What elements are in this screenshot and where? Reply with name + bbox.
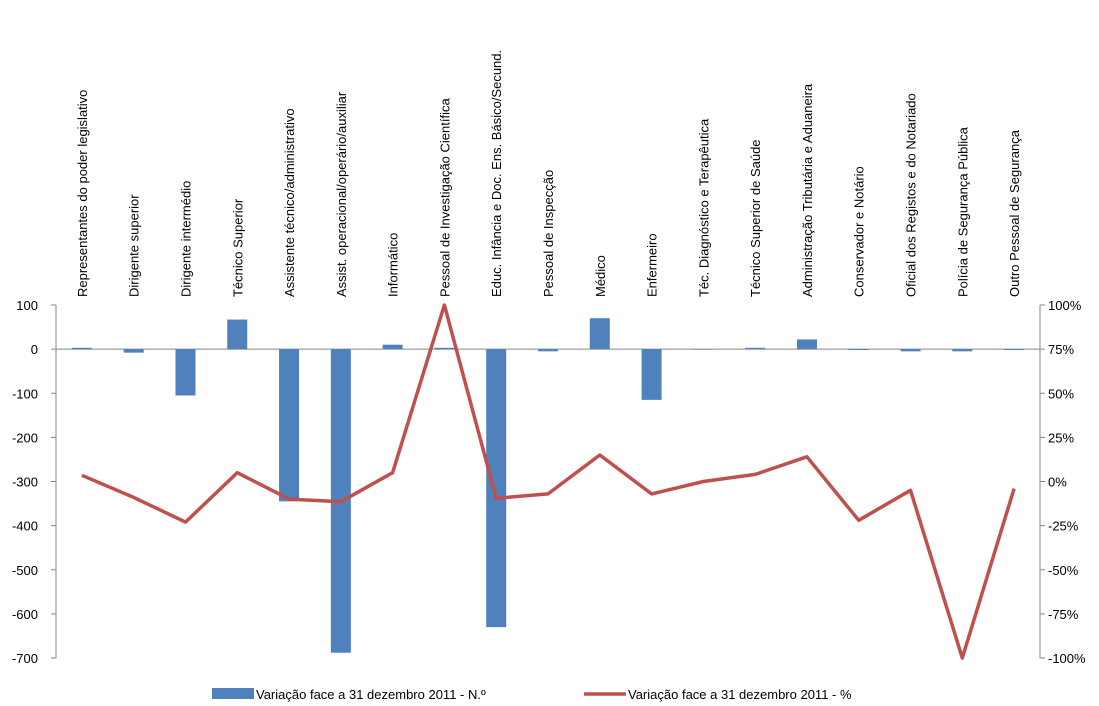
category-label: Dirigente intermédio [178, 181, 193, 297]
line-series [81, 303, 1016, 660]
category-label: Dirigente superior [127, 194, 142, 297]
right-tick-label: 0% [1048, 475, 1067, 490]
category-label: Médico [593, 255, 608, 297]
left-tick-label: -400 [12, 519, 38, 534]
category-label: Representantes do poder legislativo [75, 90, 90, 297]
right-tick-label: 25% [1048, 430, 1074, 445]
legend-bar-label: Variação face a 31 dezembro 2011 - N.º [256, 687, 486, 702]
left-tick-label: -100 [12, 386, 38, 401]
bar [434, 347, 455, 350]
line-path [81, 303, 1016, 660]
left-tick-label: -300 [12, 475, 38, 490]
right-tick-label: -100% [1048, 651, 1086, 666]
category-label: Pessoal de Inspecção [541, 170, 556, 297]
bar [900, 349, 921, 352]
category-label: Polícia de Segurança Pública [955, 126, 970, 297]
category-label: Téc. Diagnóstico e Terapêutica [696, 118, 711, 297]
legend-line-label: Variação face a 31 dezembro 2011 - % [628, 687, 852, 702]
right-y-axis: 100% 75% 50% 25% 0% -25% -50% -75% -100% [1039, 298, 1086, 666]
bar [71, 347, 92, 350]
legend-bar-swatch [212, 688, 254, 699]
left-tick-label: -600 [12, 607, 38, 622]
bar [641, 349, 662, 400]
bar [175, 349, 196, 396]
bar [1004, 349, 1025, 351]
category-label: Assistente técnico/administrativo [282, 108, 297, 297]
category-label: Informático [386, 233, 401, 297]
right-tick-label: 100% [1048, 298, 1082, 313]
left-tick-label: 100 [16, 298, 38, 313]
bar [382, 344, 403, 350]
bar-series [71, 318, 1025, 653]
category-label: Oficial dos Registos e do Notariado [904, 93, 919, 297]
category-labels: Representantes do poder legislativo Dirig… [75, 50, 1022, 297]
bar [952, 349, 973, 352]
category-label: Conservador e Notário [852, 166, 867, 297]
bar [796, 339, 817, 350]
category-label: Assist. operacional/operário/auxiliar [334, 91, 349, 297]
legend: Variação face a 31 dezembro 2011 - N.º Va… [212, 687, 852, 702]
left-y-axis: 100 0 -100 -200 -300 -400 -500 -600 -700 [12, 298, 1040, 666]
category-label: Técnico Superior de Saúde [748, 139, 763, 297]
category-label: Educ. Infância e Doc. Ens. Básico/Secund… [489, 50, 504, 297]
bar [486, 349, 507, 628]
left-tick-label: -200 [12, 430, 38, 445]
left-tick-label: -700 [12, 651, 38, 666]
right-tick-label: 50% [1048, 386, 1074, 401]
right-tick-label: -75% [1048, 607, 1079, 622]
bar [589, 318, 610, 350]
bar [848, 349, 869, 351]
bar [227, 319, 248, 350]
left-tick-label: -500 [12, 563, 38, 578]
right-tick-label: -50% [1048, 563, 1079, 578]
category-label: Outro Pessoal de Segurança [1007, 129, 1022, 297]
bar [745, 347, 766, 350]
left-tick-label: 0 [31, 342, 38, 357]
category-label: Técnico Superior [230, 198, 245, 297]
right-tick-label: 75% [1048, 342, 1074, 357]
category-label: Pessoal de Investigação Científica [437, 98, 452, 297]
category-label: Administração Tributária e Aduaneira [800, 83, 815, 297]
bar [693, 349, 714, 350]
bar [538, 349, 558, 352]
bar [279, 349, 300, 502]
right-tick-label: -25% [1048, 519, 1079, 534]
category-label: Enfermeiro [645, 233, 660, 297]
bar [123, 349, 144, 353]
